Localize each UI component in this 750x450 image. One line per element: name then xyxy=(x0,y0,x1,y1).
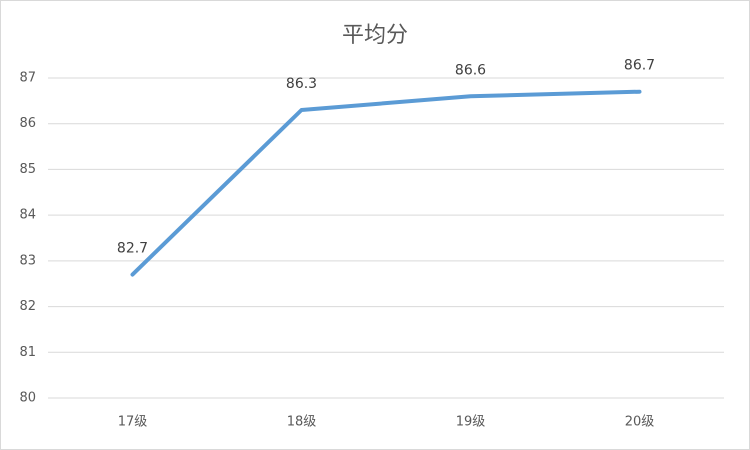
x-tick-label: 18级 xyxy=(287,415,317,430)
y-tick-label: 84 xyxy=(19,208,36,223)
data-label: 86.7 xyxy=(624,58,655,74)
line xyxy=(130,89,642,277)
y-tick-label: 83 xyxy=(19,253,36,268)
x-tick-label: 17级 xyxy=(118,415,148,430)
chart-title: 平均分 xyxy=(342,23,408,48)
y-tick-label: 81 xyxy=(19,345,36,360)
x-tick-label: 20级 xyxy=(625,415,655,430)
y-tick-label: 82 xyxy=(19,299,36,314)
data-label: 86.6 xyxy=(455,62,486,78)
data-label: 82.7 xyxy=(117,241,148,257)
data-label: 86.3 xyxy=(286,76,317,92)
y-tick-label: 85 xyxy=(19,162,36,177)
y-tick-label: 86 xyxy=(19,116,36,131)
y-tick-label: 80 xyxy=(19,391,36,406)
y-tick-label: 87 xyxy=(19,71,36,86)
x-tick-label: 19级 xyxy=(456,415,486,430)
